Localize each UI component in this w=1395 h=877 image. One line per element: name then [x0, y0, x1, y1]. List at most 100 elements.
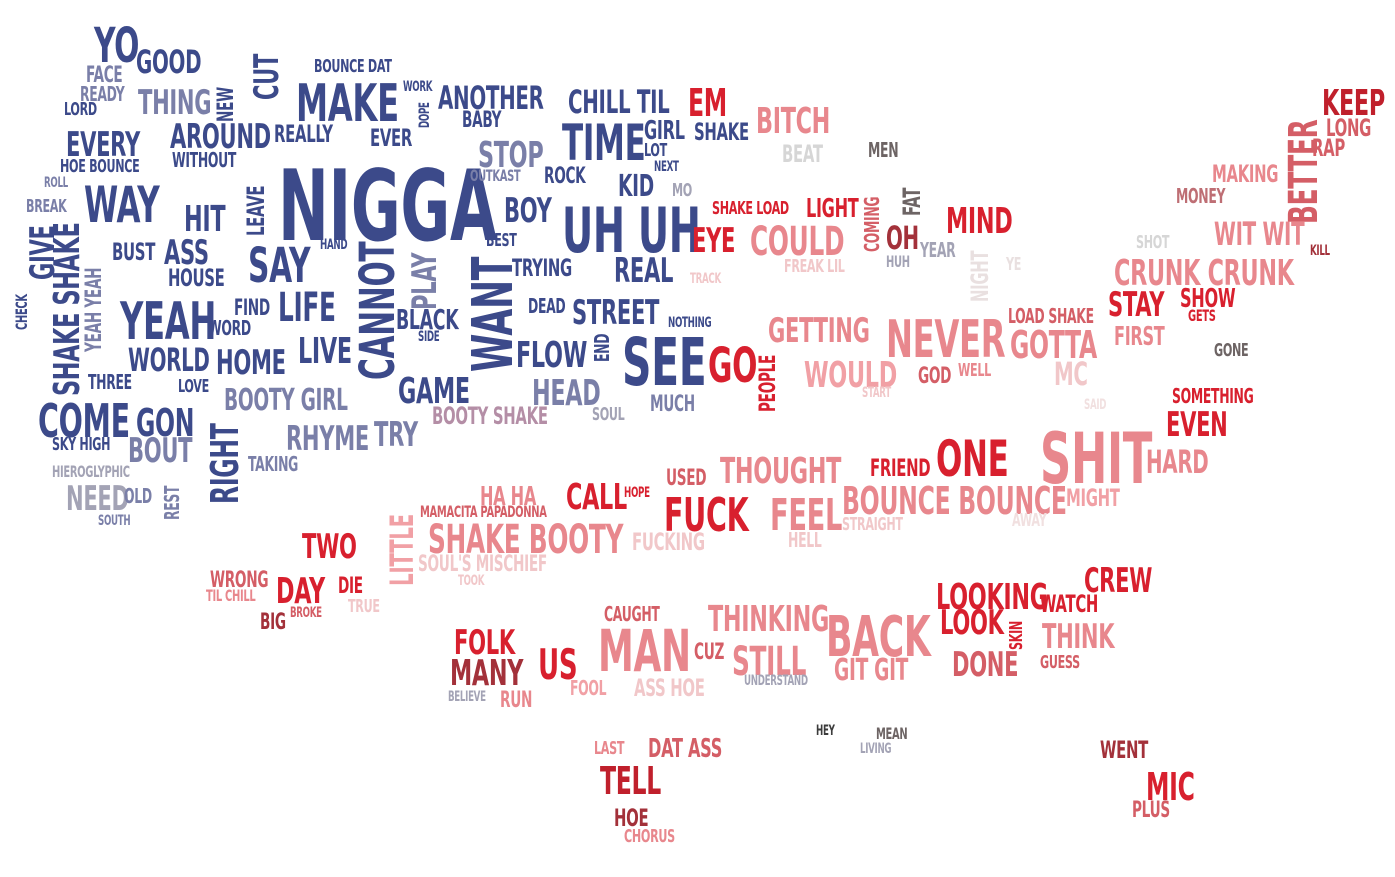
- word: BELIEVE: [448, 690, 486, 704]
- word: SKY HIGH: [52, 436, 110, 454]
- word: START: [862, 386, 891, 400]
- word: YEAH YEAH: [84, 268, 106, 352]
- word: HOPE: [624, 486, 650, 500]
- word: DEAD: [528, 296, 565, 316]
- word: GOD: [918, 366, 951, 388]
- word: TELL: [600, 762, 661, 800]
- word: LORD: [64, 101, 97, 119]
- word: UNDERSTAND: [744, 674, 808, 688]
- word: REST: [162, 486, 182, 520]
- word: MEAN: [876, 726, 907, 742]
- word: LOVE: [178, 378, 209, 396]
- word: DOPE: [418, 102, 432, 128]
- word: WORD: [208, 318, 251, 338]
- word: WITHOUT: [172, 150, 236, 170]
- word: YEAR: [920, 240, 955, 260]
- word: HOUSE: [168, 266, 225, 290]
- word: HUH: [886, 254, 910, 270]
- word: HIEROGLYPHIC: [52, 464, 130, 480]
- word: WENT: [1100, 738, 1148, 762]
- word: FUCKING: [632, 530, 705, 554]
- word: GIT GIT: [834, 656, 908, 686]
- word: SHOT: [1136, 234, 1169, 252]
- word: NEED: [66, 482, 129, 516]
- word: OH: [886, 222, 919, 254]
- word: SOUTH: [98, 514, 130, 528]
- word: MANY: [450, 656, 523, 692]
- word: EVEN: [1166, 408, 1228, 442]
- word: LAST: [594, 740, 624, 758]
- word: AWAY: [1012, 512, 1046, 530]
- word: STAY: [1108, 288, 1164, 322]
- word: MAKING: [1212, 162, 1278, 186]
- word: HEY: [816, 724, 835, 738]
- word: WIT WIT: [1214, 218, 1304, 250]
- word: MAN: [598, 622, 691, 680]
- word: CANNOT: [354, 242, 402, 380]
- word: COMING: [862, 197, 882, 252]
- word: LEAVE: [244, 186, 268, 236]
- word: HOE BOUNCE: [60, 158, 139, 176]
- word: BREAK: [26, 198, 66, 216]
- word: STRAIGHT: [842, 516, 903, 534]
- word: RHYME: [286, 422, 369, 456]
- word: ONE: [936, 434, 1009, 484]
- word: SAID: [1084, 398, 1106, 412]
- word: WELL: [958, 362, 991, 380]
- word: FOOL: [570, 678, 606, 698]
- word: HELL: [788, 530, 821, 550]
- word: THING: [138, 86, 211, 120]
- word: KILL: [1310, 244, 1330, 258]
- word: GONE: [1214, 342, 1248, 360]
- word: TRUE: [348, 598, 380, 616]
- word: PLAY: [408, 253, 442, 310]
- word: BOOTY GIRL: [224, 386, 348, 416]
- word: FIRST: [1114, 324, 1164, 350]
- word: SEE: [622, 330, 706, 396]
- word: TRYING: [512, 256, 572, 280]
- word: BABY: [462, 110, 501, 132]
- word: BITCH: [756, 104, 830, 140]
- word: BEST: [486, 232, 517, 250]
- word: TRACK: [690, 272, 721, 286]
- word: HARD: [1146, 446, 1208, 478]
- word: LIVE: [298, 334, 352, 370]
- word: THREE: [88, 372, 132, 392]
- word: END: [592, 334, 612, 362]
- word: MEN: [868, 140, 898, 160]
- word: SHAKE: [694, 120, 749, 144]
- word: LITTLE: [386, 514, 418, 586]
- word: THINK: [1042, 620, 1114, 654]
- word: WORK: [403, 80, 432, 94]
- word: ASS HOE: [634, 676, 705, 700]
- word: MIGHT: [1066, 486, 1120, 510]
- word: NEVER: [886, 314, 1005, 366]
- word: BIG: [260, 612, 286, 634]
- word: MUCH: [650, 394, 695, 416]
- word: BOY: [504, 194, 552, 228]
- word: CHECK: [14, 294, 30, 330]
- word: DONE: [952, 648, 1018, 682]
- word: CALL: [566, 480, 627, 516]
- word: NIGHT: [968, 251, 992, 302]
- word: BEAT: [782, 142, 823, 166]
- word: REAL: [614, 254, 673, 288]
- word: LOOK: [940, 606, 1004, 640]
- word: TRY: [374, 418, 418, 452]
- word: SOUL: [592, 406, 624, 424]
- word: FRIEND: [870, 456, 930, 480]
- word: RUN: [500, 690, 532, 712]
- word: TIME: [562, 118, 645, 168]
- word: BUST: [112, 240, 155, 264]
- word: SOMETHING: [1172, 386, 1254, 406]
- word: GETS: [1188, 308, 1216, 324]
- word: FLOW: [516, 338, 587, 374]
- word: MC: [1054, 358, 1088, 390]
- word: DIE: [338, 576, 363, 598]
- word: TIL CHILL: [206, 588, 255, 604]
- word: EM: [688, 84, 727, 122]
- word: WAY: [84, 180, 159, 230]
- word: GO: [708, 342, 757, 390]
- word: EVER: [370, 126, 412, 150]
- word: GUESS: [1040, 654, 1080, 672]
